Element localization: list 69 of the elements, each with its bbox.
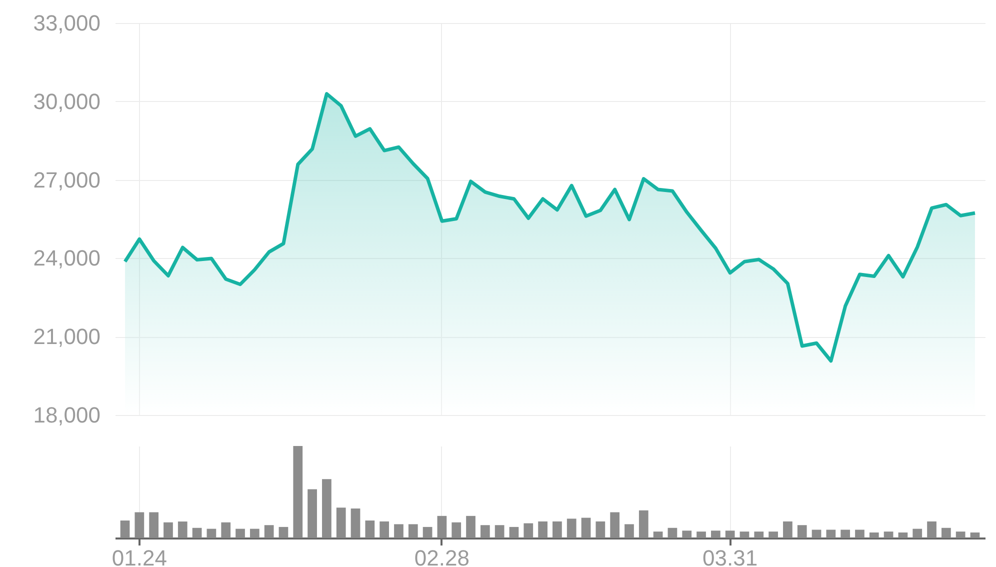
bar <box>884 532 894 538</box>
bar <box>855 530 864 538</box>
bar <box>134 512 144 538</box>
bar <box>221 522 231 538</box>
bar <box>581 518 591 538</box>
y-tick-label: 33,000 <box>33 10 100 36</box>
bar <box>610 512 620 538</box>
bar <box>365 520 375 538</box>
y-tick-label: 21,000 <box>33 324 100 350</box>
y-tick-label: 24,000 <box>33 246 100 271</box>
bar <box>149 512 159 538</box>
bar <box>250 528 260 538</box>
bar <box>710 530 720 538</box>
bar <box>768 532 778 538</box>
bar <box>740 532 750 538</box>
y-tick-label: 30,000 <box>33 88 100 114</box>
x-tick-label: 03.31 <box>702 546 758 567</box>
x-tick-label: 02.28 <box>414 546 470 567</box>
bar <box>206 528 216 538</box>
bar <box>308 489 317 538</box>
bar <box>264 525 274 538</box>
bar <box>538 521 548 538</box>
bar <box>552 521 562 538</box>
bar <box>120 520 130 538</box>
bar <box>898 532 908 538</box>
bar <box>696 532 706 538</box>
bar <box>236 528 245 538</box>
bar <box>192 528 202 538</box>
bar <box>408 524 418 538</box>
bar <box>797 525 807 538</box>
bar <box>278 526 288 538</box>
bar <box>422 526 432 538</box>
bar <box>596 521 606 538</box>
bar <box>350 508 360 538</box>
bar <box>970 532 980 538</box>
bar <box>524 523 534 538</box>
bar <box>826 530 836 538</box>
y-tick-label: 18,000 <box>33 402 100 428</box>
bar <box>566 518 576 538</box>
bar <box>927 521 936 538</box>
bar <box>682 530 692 538</box>
bar <box>754 532 764 538</box>
x-tick-label: 01.24 <box>112 546 167 567</box>
bar <box>941 528 951 538</box>
bar <box>394 524 404 538</box>
bar <box>912 528 922 538</box>
bar <box>452 522 462 538</box>
bar <box>956 532 966 538</box>
bar <box>466 516 476 538</box>
bar <box>725 530 735 538</box>
bar <box>336 508 346 538</box>
bar <box>178 521 188 538</box>
bar <box>668 528 678 538</box>
bar <box>293 446 303 538</box>
bar <box>437 516 447 538</box>
bar <box>869 532 879 538</box>
bar <box>783 521 792 538</box>
bar <box>509 526 519 538</box>
bar <box>638 510 648 538</box>
bar <box>322 479 332 538</box>
bar <box>624 524 634 538</box>
bar <box>840 530 850 538</box>
y-tick-label: 27,000 <box>33 167 100 192</box>
bar <box>480 525 490 538</box>
bar <box>164 522 173 538</box>
bar <box>653 532 663 538</box>
bar <box>812 530 822 538</box>
bar <box>494 525 504 538</box>
bar <box>380 521 390 538</box>
